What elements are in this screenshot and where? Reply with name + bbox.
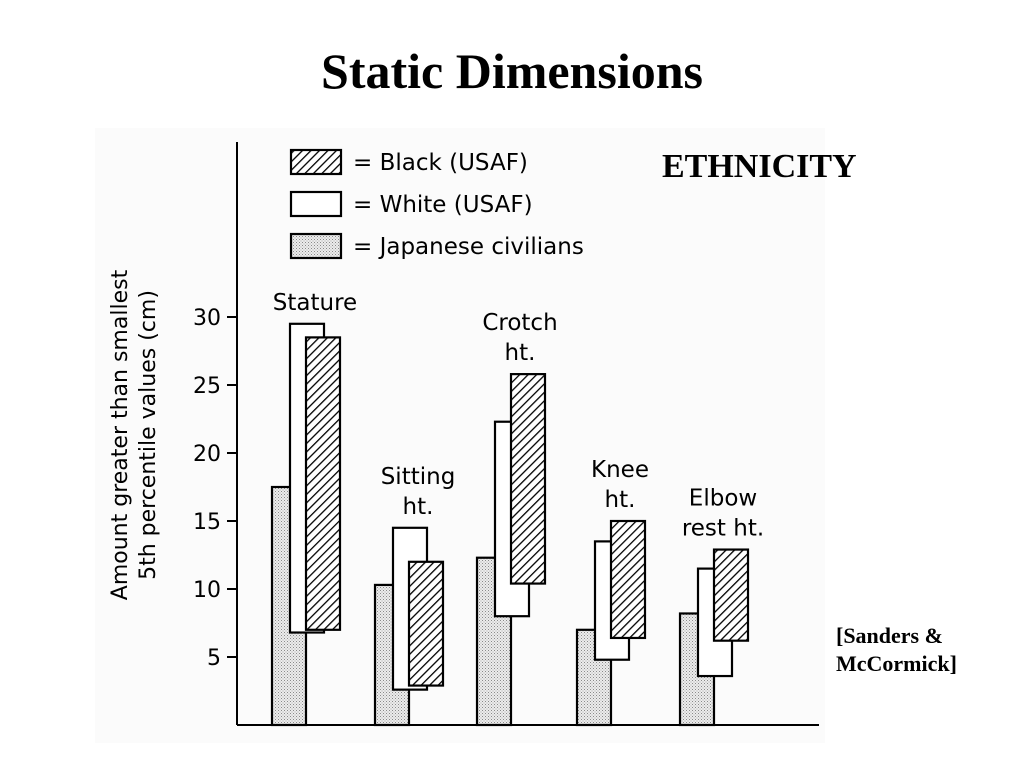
legend-label: = Japanese civilians [353, 234, 584, 260]
legend-swatch-hatch [289, 148, 343, 176]
y-tick-label: 10 [193, 578, 221, 603]
chart-panel: 5 10 15 20 25 30 Amount greater than smallest 5… [95, 128, 825, 743]
legend-swatch-dots [289, 232, 343, 260]
y-axis-title: Amount greater than smallest 5th percenti… [108, 269, 161, 600]
y-tick-label: 15 [193, 510, 221, 535]
citation: [Sanders & McCormick] [836, 622, 1016, 678]
category-label: ht. [403, 494, 434, 520]
bar-hatch [407, 560, 445, 687]
category-label: ht. [605, 487, 636, 513]
y-tick-label: 30 [193, 306, 221, 331]
bar-hatch [609, 519, 647, 640]
citation-line: [Sanders & [836, 623, 943, 648]
legend-label: = White (USAF) [353, 192, 533, 218]
category-label: ht. [505, 340, 536, 366]
bar-hatch [304, 336, 342, 631]
legend-swatch-plain [289, 190, 343, 218]
y-tick-label: 5 [207, 646, 221, 671]
category-label: rest ht. [682, 516, 764, 542]
slide-title: Static Dimensions [321, 43, 703, 99]
category-label: Crotch [482, 310, 557, 336]
category-label: Elbow [689, 486, 757, 512]
y-axis-title-line: Amount greater than smallest [108, 269, 133, 600]
citation-line: McCormick] [836, 651, 957, 676]
y-tick-label: 25 [193, 374, 221, 399]
category-label: Sitting [381, 464, 456, 490]
category-label: Stature [273, 290, 357, 316]
bar-hatch [509, 373, 547, 585]
bar-hatch [712, 548, 750, 642]
y-tick-label: 20 [193, 442, 221, 467]
bar-chart: 5 10 15 20 25 30 Amount greater than smallest 5… [108, 142, 819, 727]
y-axis-title-line: 5th percentile values (cm) [136, 290, 161, 580]
category-label: Knee [591, 457, 649, 483]
legend-label: = Black (USAF) [353, 150, 528, 176]
ethnicity-label: ETHNICITY [662, 148, 857, 185]
